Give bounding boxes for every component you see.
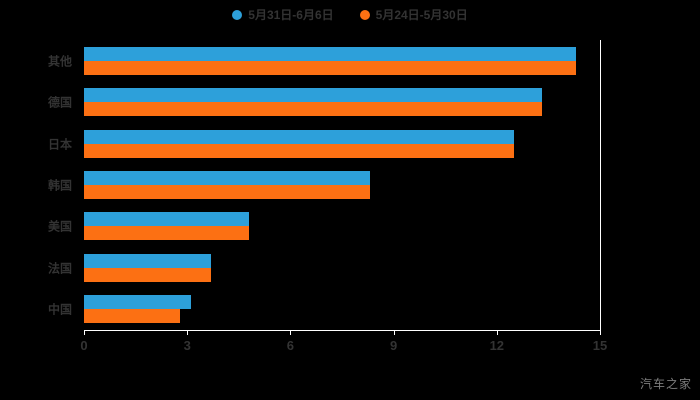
category-label: 其他 (47, 54, 72, 69)
x-axis-tick (393, 331, 395, 335)
x-tick-label: 12 (489, 338, 505, 353)
chart-row: 韩国 (48, 164, 600, 205)
bar-series-1 (84, 143, 514, 158)
chart-row: 德国 (48, 81, 600, 122)
chart-row: 其他 (48, 40, 600, 81)
legend-marker-icon (359, 9, 370, 20)
x-axis-tick (290, 331, 292, 335)
bar-series-0 (84, 129, 514, 144)
bar-series-0 (84, 253, 212, 268)
legend-marker-icon (232, 9, 243, 20)
watermark: 汽车之家 (639, 377, 692, 391)
bar-series-1 (84, 102, 542, 117)
chart-row: 中国 (48, 289, 600, 330)
category-label: 日本 (47, 137, 72, 152)
chart-row: 美国 (48, 206, 600, 247)
x-axis-tick (600, 331, 601, 335)
bar-series-0 (84, 212, 250, 227)
x-axis-tick (84, 331, 85, 335)
x-tick-label: 3 (183, 338, 191, 353)
plot-area: 其他德国日本韩国美国法国中国 (48, 40, 600, 330)
bar-series-1 (84, 309, 181, 324)
legend-item-week-current[interactable]: 5月31日-6月6日 (232, 6, 334, 23)
x-tick-label: 9 (389, 338, 398, 353)
chart-row: 日本 (48, 123, 600, 164)
x-axis-tick (187, 331, 189, 335)
bar-series-0 (84, 295, 191, 310)
bar-series-0 (84, 88, 542, 103)
legend-label: 5月31日-6月6日 (248, 8, 334, 22)
legend: 5月31日-6月6日 5月24日-5月30日 (0, 6, 700, 23)
bar-series-0 (84, 170, 370, 185)
chart-row: 法国 (48, 247, 600, 288)
bar-series-1 (84, 60, 576, 75)
category-label: 德国 (47, 95, 72, 110)
bar-series-1 (84, 267, 212, 282)
bar-rows: 其他德国日本韩国美国法国中国 (48, 40, 600, 330)
legend-label: 5月24日-5月30日 (375, 8, 468, 22)
right-border-line (600, 40, 601, 330)
bar-series-0 (84, 46, 576, 61)
bar-series-1 (84, 184, 370, 199)
x-tick-label: 6 (286, 338, 295, 353)
x-tick-label: 0 (80, 338, 88, 353)
x-tick-label: 15 (592, 338, 608, 353)
category-label: 韩国 (47, 178, 72, 193)
x-axis-line (84, 330, 601, 331)
category-label: 中国 (47, 302, 72, 317)
bar-series-1 (84, 226, 250, 241)
x-axis-tick (496, 331, 498, 335)
category-label: 美国 (47, 219, 72, 234)
category-label: 法国 (47, 261, 72, 276)
legend-item-week-previous[interactable]: 5月24日-5月30日 (359, 6, 468, 23)
